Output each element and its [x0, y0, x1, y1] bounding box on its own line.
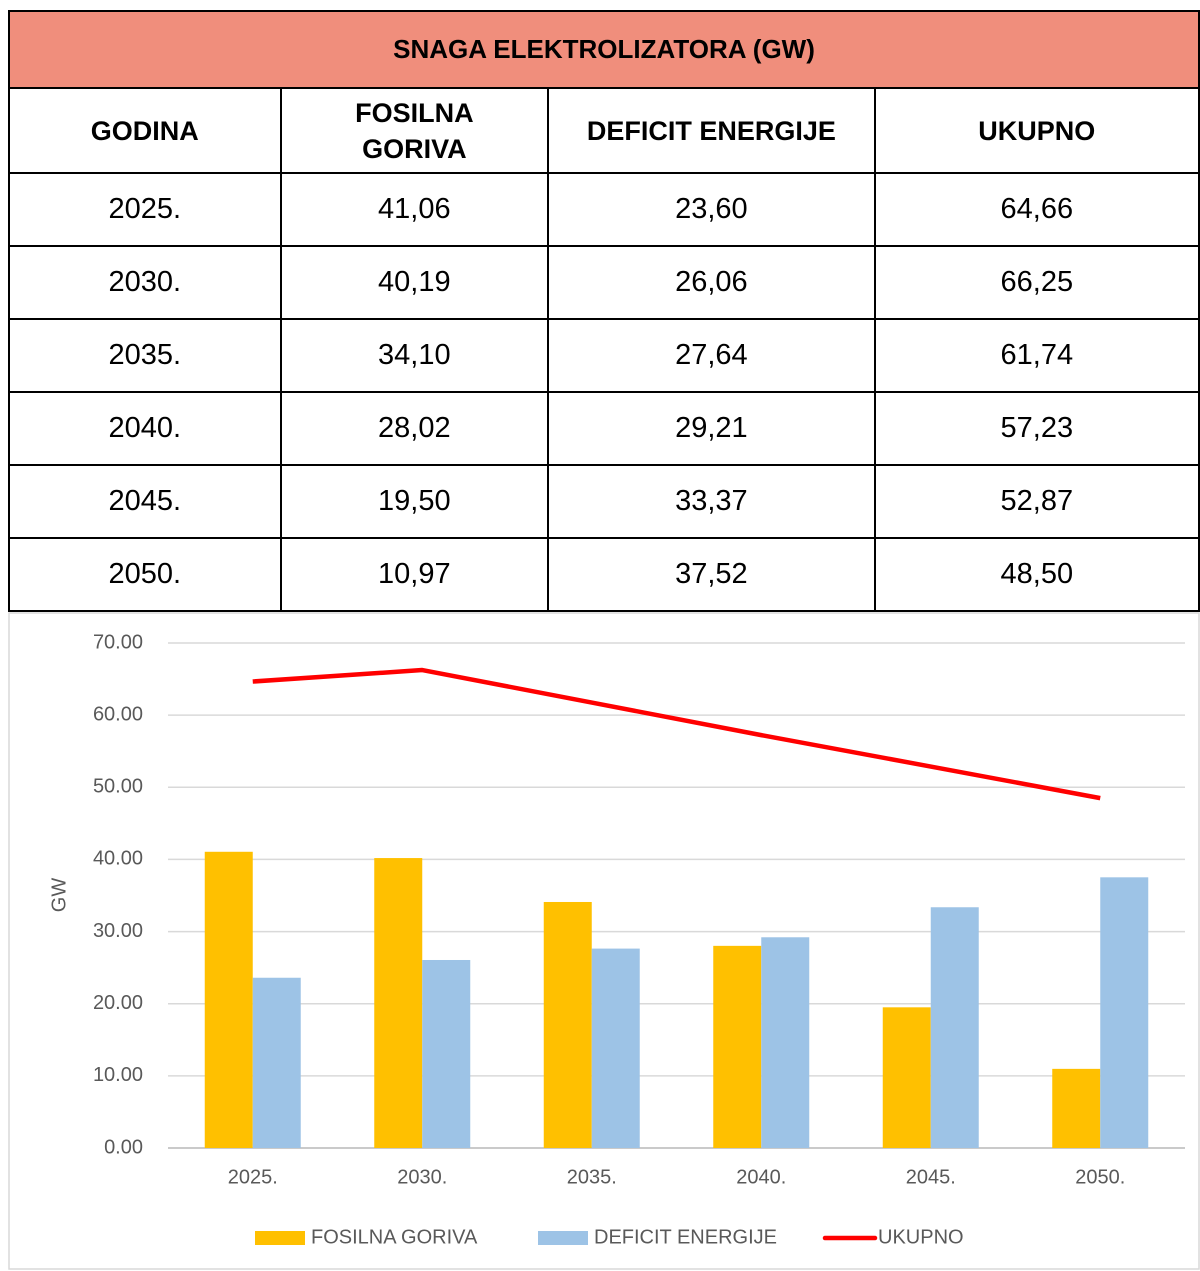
data-row: 2050. 10,97 37,52 48,50 — [8, 537, 1200, 612]
chart-border — [8, 612, 1200, 1270]
x-tick-label: 2050. — [1075, 1166, 1125, 1188]
x-tick-label: 2045. — [906, 1166, 956, 1188]
bar — [204, 851, 253, 1148]
table-cell: 23,60 — [547, 172, 876, 247]
column-header: UKUPNO — [873, 87, 1200, 174]
bar — [1052, 1068, 1101, 1148]
bar — [591, 948, 640, 1148]
table-cell: 2045. — [8, 464, 282, 539]
table-cell: 34,10 — [279, 318, 550, 393]
table-cell: 52,87 — [873, 464, 1200, 539]
x-tick-label: 2040. — [736, 1166, 786, 1188]
bar — [374, 858, 423, 1148]
bar — [713, 945, 762, 1148]
column-header-text: FOSILNA GORIVA — [355, 97, 474, 164]
table-cell: 64,66 — [873, 172, 1200, 247]
table-cell: 10,97 — [279, 537, 550, 612]
table-cell: 19,50 — [279, 464, 550, 539]
table-cell: 41,06 — [279, 172, 550, 247]
y-tick-label: 10.00 — [93, 1064, 143, 1086]
legend-label: UKUPNO — [878, 1226, 964, 1248]
column-header-text: UKUPNO — [978, 115, 1096, 146]
y-tick-label: 60.00 — [93, 703, 143, 725]
table-title: SNAGA ELEKTROLIZATORA (GW) — [8, 10, 1200, 89]
y-tick-label: 30.00 — [93, 920, 143, 942]
table-cell: 61,74 — [873, 318, 1200, 393]
legend-label: DEFICIT ENERGIJE — [594, 1226, 777, 1248]
bar — [761, 937, 810, 1148]
bar — [543, 901, 592, 1148]
table-cell: 29,21 — [547, 391, 876, 466]
column-header: DEFICIT ENERGIJE — [547, 87, 876, 174]
bar — [1100, 877, 1149, 1148]
table-cell: 40,19 — [279, 245, 550, 320]
table-cell: 26,06 — [547, 245, 876, 320]
data-row: 2035. 34,10 27,64 61,74 — [8, 318, 1200, 393]
legend-swatch — [538, 1231, 588, 1245]
bar — [252, 977, 301, 1148]
table-cell: 57,23 — [873, 391, 1200, 466]
legend-label: FOSILNA GORIVA — [311, 1226, 478, 1248]
table-cell: 48,50 — [873, 537, 1200, 612]
header-row: GODINA FOSILNA GORIVA DEFICIT ENERGIJE UKUP… — [8, 87, 1200, 174]
data-row: 2045. 19,50 33,37 52,87 — [8, 464, 1200, 539]
x-tick-label: 2035. — [567, 1166, 617, 1188]
table-cell: 2035. — [8, 318, 282, 393]
table-cell: 37,52 — [547, 537, 876, 612]
column-header-text: GODINA — [90, 115, 199, 146]
table-cell: 2050. — [8, 537, 282, 612]
x-tick-label: 2030. — [397, 1166, 447, 1188]
bar — [422, 959, 471, 1148]
data-row: 2040. 28,02 29,21 57,23 — [8, 391, 1200, 466]
data-row: 2030. 40,19 26,06 66,25 — [8, 245, 1200, 320]
column-header: FOSILNA GORIVA — [279, 87, 550, 174]
table-cell: 27,64 — [547, 318, 876, 393]
title-row: SNAGA ELEKTROLIZATORA (GW) — [8, 10, 1200, 89]
data-table: SNAGA ELEKTROLIZATORA (GW) GODINA FOSILNA … — [8, 10, 1200, 612]
table-cell: 2030. — [8, 245, 282, 320]
table-cell: 2025. — [8, 172, 282, 247]
data-row: 2025. 41,06 23,60 64,66 — [8, 172, 1200, 247]
bar — [882, 1007, 931, 1148]
y-tick-label: 40.00 — [93, 848, 143, 870]
x-tick-label: 2025. — [228, 1166, 278, 1188]
y-tick-label: 20.00 — [93, 992, 143, 1014]
table-cell: 28,02 — [279, 391, 550, 466]
y-tick-label: 50.00 — [93, 776, 143, 798]
legend-swatch — [255, 1231, 305, 1245]
table-cell: 33,37 — [547, 464, 876, 539]
chart: GW 0.00 10.00 20.00 30.00 40.00 50.00 60.00 70.… — [8, 612, 1200, 1270]
line — [252, 667, 1101, 801]
y-tick-label: 70.00 — [93, 631, 143, 653]
column-header: GODINA — [8, 87, 282, 174]
column-header-text: DEFICIT ENERGIJE — [586, 115, 836, 146]
bar — [930, 907, 979, 1148]
table-cell: 2040. — [8, 391, 282, 466]
y-axis-label: GW — [48, 878, 70, 913]
table-cell: 66,25 — [873, 245, 1200, 320]
y-tick-label: 0.00 — [104, 1136, 143, 1158]
